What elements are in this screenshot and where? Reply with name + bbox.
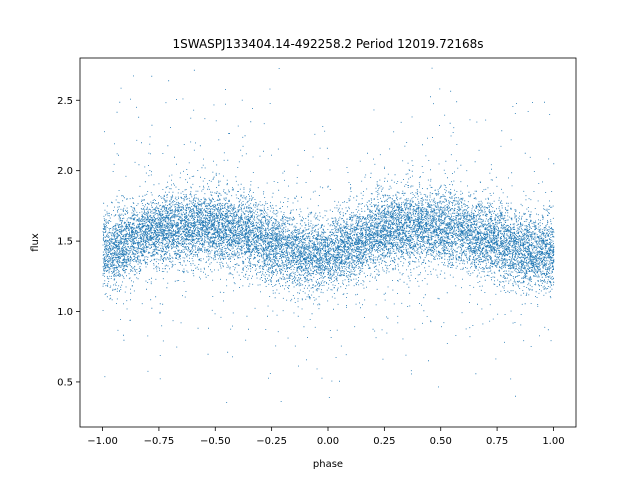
- x-tick-label: 0.00: [317, 436, 339, 447]
- y-tick-label: 2.5: [57, 96, 73, 107]
- x-tick-label: −0.50: [200, 436, 231, 447]
- flux-point: [102, 67, 555, 403]
- chart-title: 1SWASPJ133404.14-492258.2 Period 12019.7…: [172, 37, 483, 51]
- x-tick-label: −0.75: [144, 436, 175, 447]
- x-tick-label: 0.25: [373, 436, 395, 447]
- y-tick-label: 2.0: [57, 166, 73, 177]
- y-tick-label: 1.0: [57, 307, 73, 318]
- y-axis: 0.5 1.0 1.5 2.0 2.5: [57, 96, 80, 388]
- x-tick-label: 1.00: [542, 436, 564, 447]
- x-axis: −1.00 −0.75 −0.50 −0.25 0.00 0.25 0.50 0.75 1.00: [87, 427, 565, 447]
- y-tick-label: 0.5: [57, 377, 73, 388]
- data-points: [102, 67, 555, 403]
- x-tick-label: −1.00: [87, 436, 118, 447]
- x-tick-label: −0.25: [256, 436, 287, 447]
- y-axis-label: flux: [30, 233, 41, 252]
- x-tick-label: 0.50: [430, 436, 452, 447]
- y-tick-label: 1.5: [57, 237, 73, 248]
- x-axis-label: phase: [313, 459, 343, 470]
- x-tick-label: 0.75: [486, 436, 508, 447]
